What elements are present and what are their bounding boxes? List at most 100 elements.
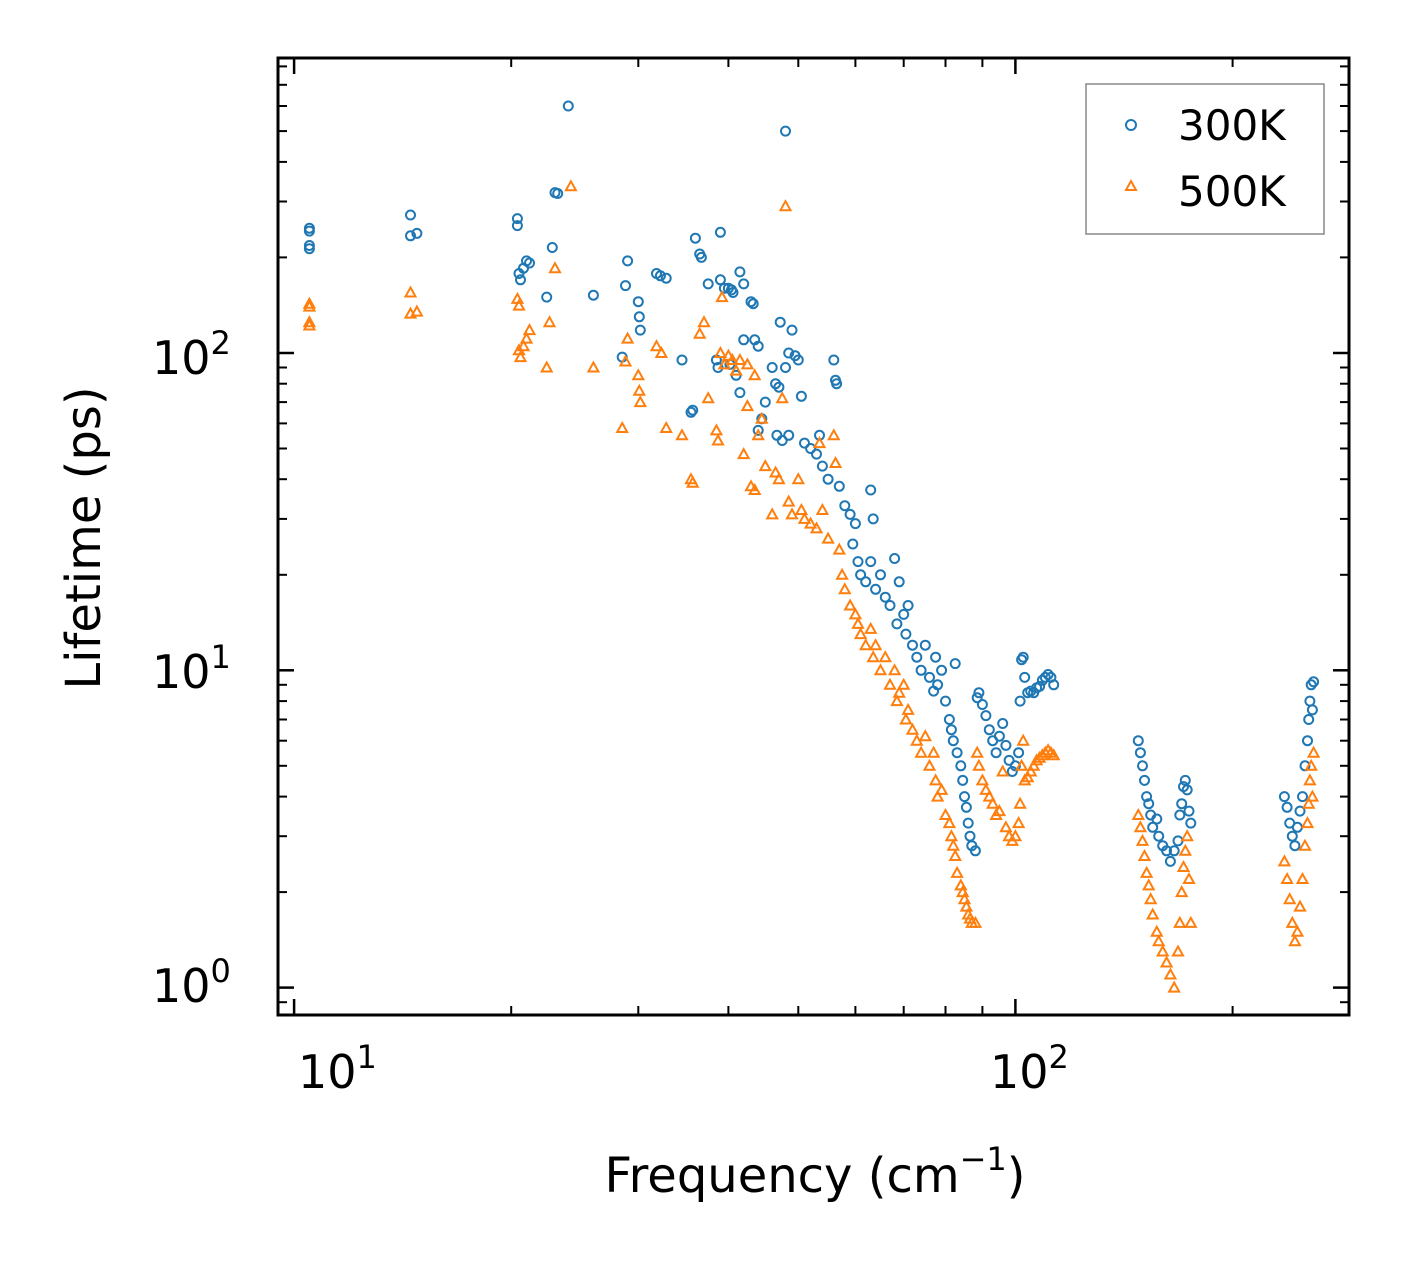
data-point-300k: [1003, 754, 1015, 766]
data-point-300k: [303, 225, 315, 237]
data-point-500k: [302, 299, 317, 312]
data-point-300k: [511, 220, 523, 232]
data-point-300k: [993, 730, 1005, 742]
data-point-300k: [718, 282, 730, 294]
data-point-500k: [772, 472, 786, 485]
data-point-500k: [1298, 838, 1312, 851]
data-point-300k: [962, 817, 974, 829]
data-point-300k: [1039, 671, 1051, 683]
data-point-300k: [541, 291, 553, 303]
data-point-300k: [1304, 695, 1316, 707]
data-point-500k: [809, 521, 824, 534]
data-point-300k: [587, 289, 599, 301]
data-point-300k: [695, 251, 707, 263]
data-point-500k: [950, 865, 964, 878]
data-point-300k: [654, 270, 666, 282]
data-point-300k: [1153, 830, 1165, 842]
data-point-500k: [1180, 829, 1194, 842]
data-point-500k: [618, 354, 633, 367]
data-point-300k: [303, 240, 315, 251]
data-point-500k: [564, 179, 578, 192]
data-point-500k: [948, 848, 962, 861]
data-point-500k: [821, 531, 835, 544]
y-tick-label: 102: [152, 324, 231, 385]
data-point-300k: [1291, 821, 1303, 833]
data-point-500k: [740, 399, 755, 412]
data-point-300k: [875, 569, 886, 581]
data-point-500k: [979, 782, 993, 795]
data-point-500k: [859, 638, 873, 651]
data-point-500k: [768, 465, 783, 478]
data-point-300k: [900, 628, 912, 640]
data-point-500k: [1277, 854, 1292, 867]
data-point-500k: [1013, 796, 1027, 809]
data-point-300k: [1134, 747, 1146, 759]
data-point-500k: [775, 391, 789, 404]
data-point-300k: [714, 226, 726, 238]
data-point-500k: [1152, 934, 1166, 947]
data-point-300k: [969, 845, 981, 857]
data-point-300k: [303, 243, 315, 255]
data-point-300k: [867, 513, 879, 525]
data-point-300k: [1000, 739, 1012, 751]
data-point-500k: [693, 326, 707, 339]
data-point-500k: [785, 507, 799, 520]
data-point-300k: [1308, 676, 1320, 688]
data-point-300k: [1164, 855, 1176, 867]
data-point-300k: [1306, 704, 1318, 716]
data-point-500k: [748, 482, 762, 495]
data-point-300k: [727, 287, 739, 298]
data-point-300k: [1048, 679, 1060, 691]
data-point-300k: [839, 500, 851, 512]
data-point-500k: [930, 789, 945, 802]
data-point-500k: [827, 428, 841, 441]
data-point-500k: [999, 820, 1013, 833]
data-point-500k: [1176, 859, 1191, 872]
data-point-300k: [940, 695, 951, 707]
data-point-300k: [1042, 669, 1054, 680]
data-point-500k: [1144, 892, 1158, 905]
data-point-500k: [864, 621, 878, 634]
data-point-500k: [1290, 924, 1305, 937]
data-point-500k: [1293, 899, 1307, 912]
data-point-500k: [901, 702, 915, 715]
data-point-500k: [986, 796, 1000, 809]
data-point-500k: [1184, 915, 1198, 928]
data-point-500k: [542, 315, 557, 328]
data-point-300k: [786, 324, 798, 336]
data-point-500k: [873, 663, 888, 676]
data-point-500k: [1163, 967, 1178, 980]
data-point-300k: [959, 791, 970, 803]
data-point-300k: [738, 278, 750, 290]
data-point-500k: [1137, 848, 1152, 861]
data-point-300k: [870, 583, 882, 595]
data-point-300k: [1294, 805, 1306, 817]
data-point-300k: [973, 687, 985, 699]
data-point-300k: [932, 679, 944, 691]
data-point-300k: [1161, 845, 1173, 857]
data-point-500k: [1306, 745, 1321, 758]
data-point-500k: [1175, 885, 1189, 898]
data-point-300k: [622, 255, 634, 267]
data-point-300k: [911, 651, 923, 663]
points-layer: [302, 100, 1321, 993]
data-point-500k: [1146, 907, 1160, 920]
data-point-500k: [631, 368, 645, 381]
data-point-300k: [898, 608, 910, 620]
data-point-500k: [812, 436, 827, 449]
data-point-500k: [926, 745, 941, 758]
data-point-300k: [945, 724, 957, 736]
data-point-500k: [302, 318, 317, 331]
data-point-500k: [586, 360, 601, 373]
data-point-500k: [868, 638, 883, 651]
data-point-500k: [835, 567, 849, 580]
data-point-500k: [970, 745, 984, 758]
data-point-500k: [512, 298, 526, 311]
data-point-500k: [887, 663, 902, 676]
data-point-300k: [980, 710, 992, 722]
data-point-500k: [1133, 820, 1148, 833]
data-point-300k: [1147, 821, 1159, 833]
data-point-500k: [615, 420, 629, 433]
data-point-300k: [789, 350, 801, 362]
data-point-300k: [822, 473, 834, 485]
